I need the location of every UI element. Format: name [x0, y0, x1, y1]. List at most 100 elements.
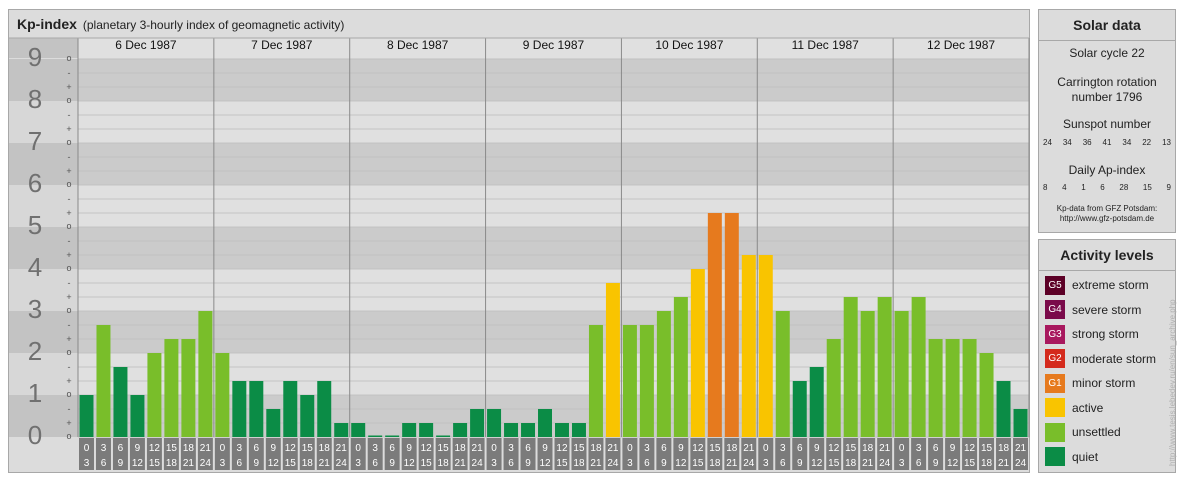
kp-bar	[402, 423, 417, 437]
interval-box	[928, 438, 944, 470]
kp-bar	[283, 381, 298, 437]
gfz-note-line1: Kp-data from GFZ Potsdam:	[1056, 204, 1158, 213]
interval-end-label: 15	[828, 458, 840, 469]
kp-bar	[605, 282, 620, 437]
interval-end-label: 12	[132, 458, 144, 469]
interval-box	[95, 438, 111, 470]
interval-start-label: 18	[183, 443, 195, 454]
kp-bar	[809, 366, 824, 437]
y-band-minor	[60, 59, 78, 101]
interval-start-label: 9	[814, 443, 820, 454]
interval-end-label: 15	[556, 458, 568, 469]
interval-end-label: 24	[1015, 458, 1027, 469]
interval-end-label: 6	[916, 458, 922, 469]
kp-bar	[928, 339, 943, 437]
interval-end-label: 24	[879, 458, 891, 469]
interval-end-label: 21	[726, 458, 738, 469]
interval-box	[282, 438, 298, 470]
y-minor-label: o	[66, 431, 71, 441]
interval-start-label: 3	[101, 443, 107, 454]
interval-end-label: 6	[372, 458, 378, 469]
sunspot-value: 24	[1043, 138, 1052, 147]
interval-start-label: 9	[135, 443, 141, 454]
y-minor-label: o	[66, 263, 71, 273]
kp-bar	[521, 423, 536, 437]
interval-start-label: 0	[84, 443, 90, 454]
y-minor-top	[60, 38, 78, 58]
kp-bar	[266, 408, 281, 437]
y-tick-label: 0	[28, 420, 42, 450]
sunspot-value: 41	[1102, 138, 1112, 147]
gfz-note-line2: http://www.gfz-potsdam.de	[1059, 214, 1155, 223]
legend-row: G1 minor storm	[1045, 373, 1135, 393]
legend-row: G3 strong storm	[1045, 324, 1139, 344]
interval-end-label: 3	[899, 458, 905, 469]
interval-start-label: 3	[780, 443, 786, 454]
interval-box	[163, 438, 179, 470]
sunspot-label: Sunspot number	[1062, 117, 1152, 131]
interval-start-label: 0	[763, 443, 769, 454]
chart-title-row: Kp-index (planetary 3-hourly index of geo…	[17, 16, 344, 32]
interval-start-label: 9	[950, 443, 956, 454]
interval-end-label: 21	[998, 458, 1010, 469]
kp-bar	[487, 408, 502, 437]
interval-start-label: 6	[661, 443, 667, 454]
interval-end-label: 3	[491, 458, 497, 469]
y-minor-label: +	[66, 418, 71, 428]
ap-label: Daily Ap-index	[1068, 163, 1146, 177]
interval-box	[911, 438, 927, 470]
interval-box	[367, 438, 383, 470]
legend-swatch: G3	[1045, 324, 1065, 344]
interval-start-label: 15	[845, 443, 857, 454]
interval-box	[537, 438, 553, 470]
interval-start-label: 21	[607, 443, 619, 454]
ap-value: 15	[1142, 183, 1152, 192]
y-minor-label: o	[66, 389, 71, 399]
interval-start-label: 0	[491, 443, 497, 454]
kp-bar	[147, 353, 162, 437]
interval-start-label: 3	[237, 443, 243, 454]
y-band-plot	[78, 59, 1029, 101]
interval-box	[520, 438, 536, 470]
interval-end-label: 18	[981, 458, 993, 469]
interval-box	[418, 438, 434, 470]
legend-label: unsettled	[1072, 425, 1121, 439]
interval-start-label: 12	[692, 443, 704, 454]
y-band-plot	[78, 101, 1029, 143]
sunspot-value: 34	[1122, 138, 1132, 147]
interval-end-label: 18	[438, 458, 450, 469]
interval-start-label: 9	[542, 443, 548, 454]
kp-bar	[113, 366, 128, 437]
interval-end-label: 18	[302, 458, 314, 469]
interval-box	[79, 438, 94, 470]
kp-bar	[470, 408, 485, 437]
interval-box	[979, 438, 995, 470]
y-minor-label: +	[66, 208, 71, 218]
sunspot-values: 24 34 36 41 34 22 13	[1043, 138, 1171, 147]
interval-start-label: 18	[455, 443, 467, 454]
sunspot-value: 22	[1142, 138, 1152, 147]
y-band-label	[9, 269, 60, 311]
interval-start-label: 15	[166, 443, 178, 454]
ap-value: 28	[1119, 183, 1129, 192]
kp-bar	[317, 381, 332, 437]
interval-end-label: 24	[336, 458, 348, 469]
interval-box	[384, 438, 400, 470]
y-minor-label: o	[66, 53, 71, 63]
interval-box	[741, 438, 757, 470]
y-tick-label: 2	[28, 336, 42, 366]
kp-bar	[249, 381, 264, 437]
kp-bar	[860, 311, 875, 437]
interval-start-label: 12	[421, 443, 433, 454]
interval-end-label: 3	[84, 458, 90, 469]
interval-box	[826, 438, 842, 470]
solar-data-panel: Solar data Solar cycle 22 Carrington rot…	[1038, 9, 1176, 233]
interval-start-label: 3	[916, 443, 922, 454]
legend-row: G4 severe storm	[1045, 300, 1141, 320]
interval-box	[265, 438, 281, 470]
interval-box	[401, 438, 417, 470]
y-band-label	[9, 185, 60, 227]
ap-value: 4	[1062, 183, 1067, 192]
interval-box	[809, 438, 825, 470]
legend-row: unsettled	[1045, 422, 1121, 442]
